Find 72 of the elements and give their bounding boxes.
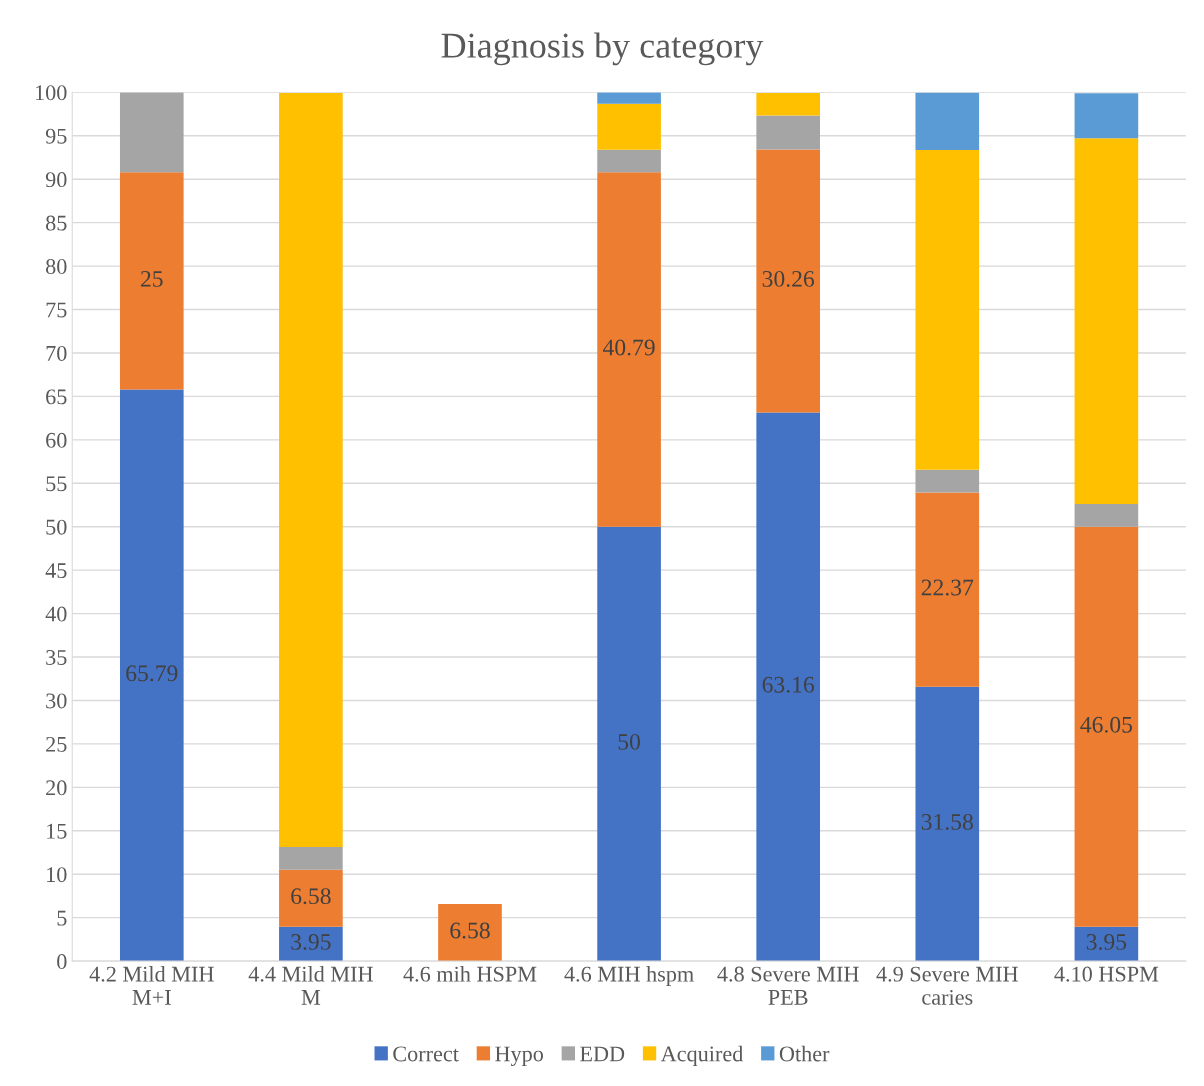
y-tick-label: 35: [46, 650, 67, 665]
x-tick-label: 4.2 Mild MIH M+I: [89, 965, 214, 1005]
y-tick-label: 0: [57, 954, 67, 970]
y-tick-label: 55: [46, 476, 67, 492]
bar: [756, 93, 821, 116]
legend-label: EDD: [580, 1046, 625, 1062]
bar: [597, 103, 661, 150]
y-tick-label: 10: [47, 867, 67, 883]
y-tick-label: 100: [36, 85, 67, 101]
data-label: 46.05: [1080, 716, 1133, 733]
data-label: 40.79: [602, 339, 655, 356]
bar: [756, 115, 821, 150]
y-tick-label: 80: [46, 259, 67, 274]
data-label: 63.16: [762, 676, 815, 693]
y-tick-label: 50: [46, 519, 67, 535]
bar: [279, 92, 343, 848]
x-tick-label: 4.6 mih HSPM: [403, 965, 537, 982]
x-tick-label: 4.4 Mild MIH M: [248, 965, 373, 1005]
bar: [1074, 526, 1139, 927]
y-tick-label: 20: [46, 780, 67, 796]
y-tick-label: 45: [45, 563, 67, 579]
bar: [597, 526, 661, 962]
y-tick-label: 40: [45, 606, 67, 622]
y-tick-label: 65: [46, 389, 67, 405]
bar: [756, 412, 821, 962]
y-tick-label: 15: [47, 823, 67, 839]
legend-label: Correct: [393, 1046, 459, 1062]
data-label: 6.58: [291, 888, 331, 905]
y-tick-label: 30: [46, 693, 67, 709]
legend-label: Hypo: [495, 1046, 544, 1066]
chart-title: Diagnosis by category: [441, 32, 764, 66]
bar: [279, 869, 343, 927]
y-tick-label: 70: [46, 345, 67, 361]
y-tick-label: 5: [57, 910, 67, 926]
data-label: 50: [618, 733, 640, 750]
bar: [915, 469, 980, 493]
y-tick-label: 90: [45, 172, 67, 188]
bar: [915, 492, 980, 687]
bar: [1074, 138, 1139, 505]
legend-label: Acquired: [660, 1045, 744, 1066]
bar: [756, 149, 821, 413]
y-tick-label: 95: [45, 128, 67, 144]
y-tick-label: 85: [46, 215, 67, 231]
x-tick-label: 4.10 HSPM: [1054, 966, 1159, 982]
data-label: 22.37: [921, 579, 974, 596]
bar: [119, 389, 184, 962]
bar: [915, 686, 980, 962]
bar: [597, 172, 661, 527]
y-tick-label: 60: [46, 432, 67, 448]
bar: [597, 92, 661, 104]
bar: [915, 150, 980, 470]
bar: [119, 172, 184, 390]
bar: [915, 92, 980, 151]
x-tick-label: 4.6 MIH hspm: [564, 965, 694, 987]
data-label: 25: [141, 270, 163, 287]
x-tick-label: 4.8 Severe MIH PEB: [717, 966, 859, 1005]
data-label: 3.95: [291, 933, 331, 950]
data-label: 6.58: [450, 922, 490, 939]
bar: [1074, 504, 1139, 527]
data-label: 31.58: [921, 813, 973, 830]
bar: [438, 903, 502, 962]
legend-label: Other: [779, 1045, 830, 1062]
x-tick-label: 4.9 Severe MIH caries: [876, 966, 1018, 1005]
bar: [279, 847, 343, 870]
bar: [119, 92, 184, 173]
data-label: 65.79: [126, 665, 178, 682]
data-label: 30.26: [762, 270, 815, 287]
y-tick-label: 25: [46, 736, 67, 752]
y-tick-label: 75: [46, 302, 67, 318]
bar: [597, 149, 661, 173]
bar: [1074, 93, 1139, 139]
data-label: 3.95: [1086, 933, 1127, 950]
